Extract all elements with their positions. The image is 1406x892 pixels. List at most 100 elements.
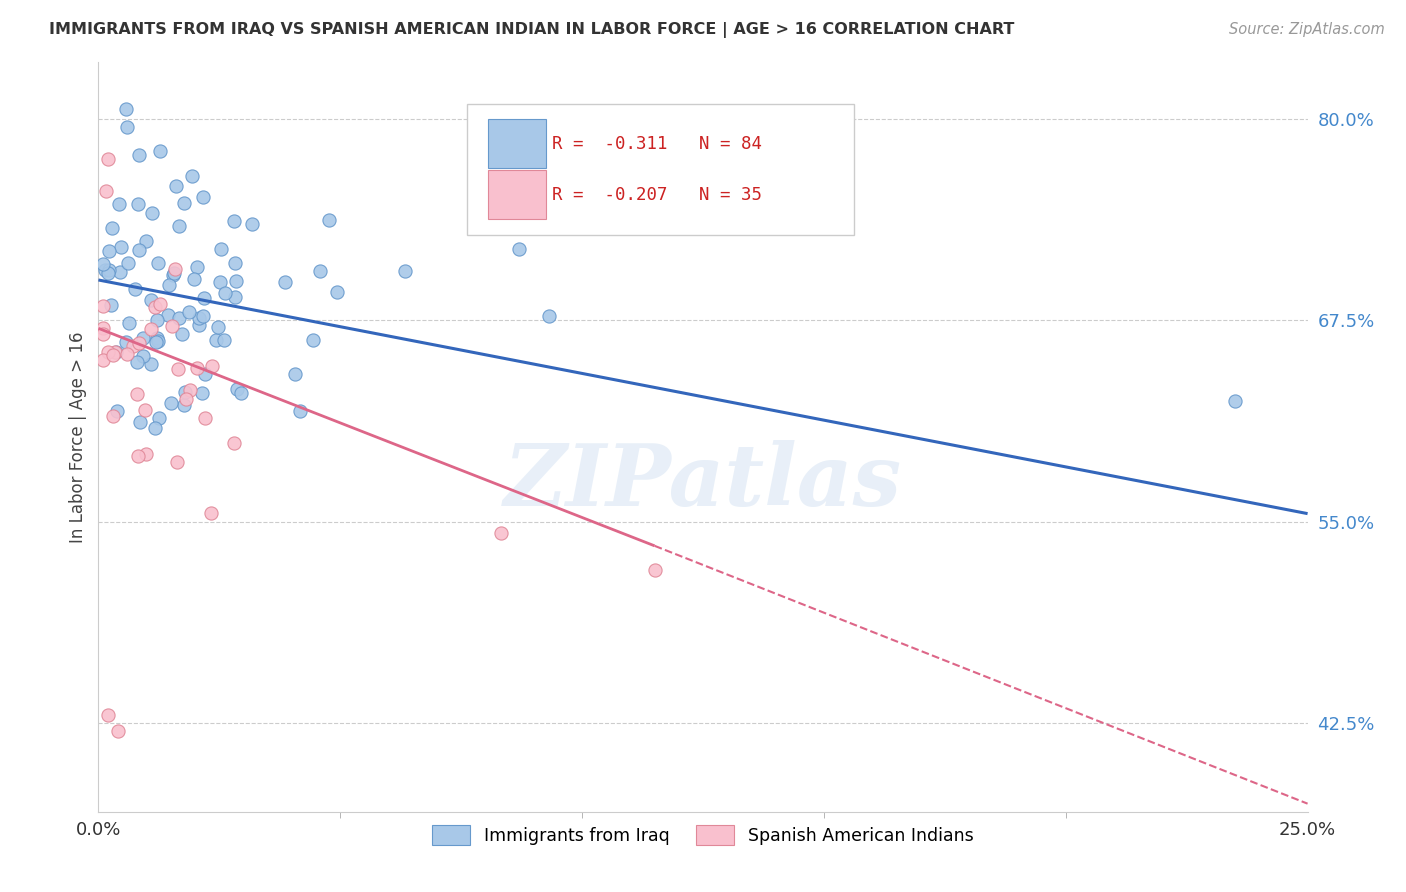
- Point: [309, 264, 332, 278]
- Point: [110, 240, 132, 254]
- Point: [125, 355, 148, 369]
- Point: [104, 344, 127, 359]
- Point: [194, 410, 217, 425]
- Point: [240, 217, 263, 231]
- Point: [91, 257, 114, 271]
- Text: ZIPatlas: ZIPatlas: [503, 441, 903, 524]
- Point: [97, 266, 120, 280]
- Point: [157, 278, 180, 293]
- Point: [91, 320, 114, 334]
- FancyBboxPatch shape: [467, 103, 855, 235]
- Point: [212, 333, 235, 347]
- Point: [207, 320, 229, 334]
- Point: [224, 256, 246, 270]
- Point: [224, 290, 246, 304]
- Point: [97, 708, 120, 723]
- Point: [105, 345, 128, 359]
- Point: [173, 398, 195, 412]
- Point: [118, 316, 141, 330]
- Point: [91, 353, 114, 368]
- Point: [194, 367, 217, 381]
- Point: [107, 724, 129, 739]
- Point: [135, 447, 157, 461]
- Point: [129, 415, 152, 429]
- FancyBboxPatch shape: [488, 170, 546, 219]
- Point: [508, 242, 530, 256]
- Point: [128, 335, 150, 350]
- Point: [186, 260, 208, 274]
- Point: [187, 318, 209, 332]
- Point: [186, 360, 208, 375]
- Point: [117, 256, 139, 270]
- Point: [97, 152, 120, 166]
- Point: [115, 103, 138, 117]
- Point: [163, 266, 186, 280]
- Point: [1223, 393, 1246, 408]
- Point: [229, 386, 252, 401]
- Text: Source: ZipAtlas.com: Source: ZipAtlas.com: [1229, 22, 1385, 37]
- Point: [165, 262, 187, 277]
- Point: [205, 333, 228, 347]
- Point: [146, 331, 169, 345]
- Point: [191, 385, 214, 400]
- Point: [183, 272, 205, 286]
- Point: [214, 286, 236, 301]
- Point: [127, 449, 149, 463]
- Point: [127, 196, 149, 211]
- Point: [145, 421, 167, 435]
- Point: [124, 282, 146, 296]
- Point: [162, 268, 184, 283]
- Point: [114, 334, 136, 349]
- Point: [177, 305, 200, 319]
- Point: [97, 344, 120, 359]
- Point: [105, 403, 128, 417]
- Point: [174, 392, 197, 407]
- Point: [225, 274, 247, 288]
- Point: [489, 525, 512, 540]
- Point: [128, 244, 150, 258]
- Point: [191, 190, 214, 204]
- Point: [145, 335, 167, 350]
- Point: [167, 311, 190, 326]
- Point: [301, 333, 323, 347]
- Point: [167, 219, 190, 233]
- Point: [103, 409, 125, 424]
- Point: [181, 169, 204, 183]
- Point: [179, 384, 201, 398]
- Point: [141, 321, 163, 335]
- Point: [149, 144, 172, 158]
- Point: [222, 214, 245, 228]
- Point: [201, 359, 224, 374]
- Text: R =  -0.207   N = 35: R = -0.207 N = 35: [551, 186, 762, 203]
- Point: [132, 331, 155, 345]
- Point: [273, 275, 295, 289]
- Point: [193, 310, 215, 324]
- Point: [193, 291, 215, 305]
- Point: [96, 184, 118, 198]
- Point: [115, 347, 138, 361]
- Point: [284, 367, 307, 381]
- Point: [108, 265, 131, 279]
- Point: [209, 242, 232, 256]
- Point: [644, 563, 666, 577]
- Point: [141, 205, 163, 219]
- Point: [209, 275, 232, 289]
- Point: [188, 310, 211, 325]
- Point: [135, 234, 157, 248]
- Point: [108, 197, 131, 211]
- Text: R =  -0.311   N = 84: R = -0.311 N = 84: [551, 135, 762, 153]
- Point: [318, 213, 340, 227]
- Point: [288, 404, 311, 418]
- Point: [101, 348, 124, 362]
- Point: [94, 263, 117, 277]
- Point: [146, 313, 169, 327]
- Point: [394, 264, 416, 278]
- Point: [222, 435, 245, 450]
- Point: [157, 308, 180, 322]
- Point: [146, 334, 169, 348]
- Point: [160, 319, 183, 334]
- Point: [148, 256, 170, 270]
- Point: [134, 403, 156, 417]
- Point: [200, 506, 222, 520]
- Point: [100, 298, 122, 312]
